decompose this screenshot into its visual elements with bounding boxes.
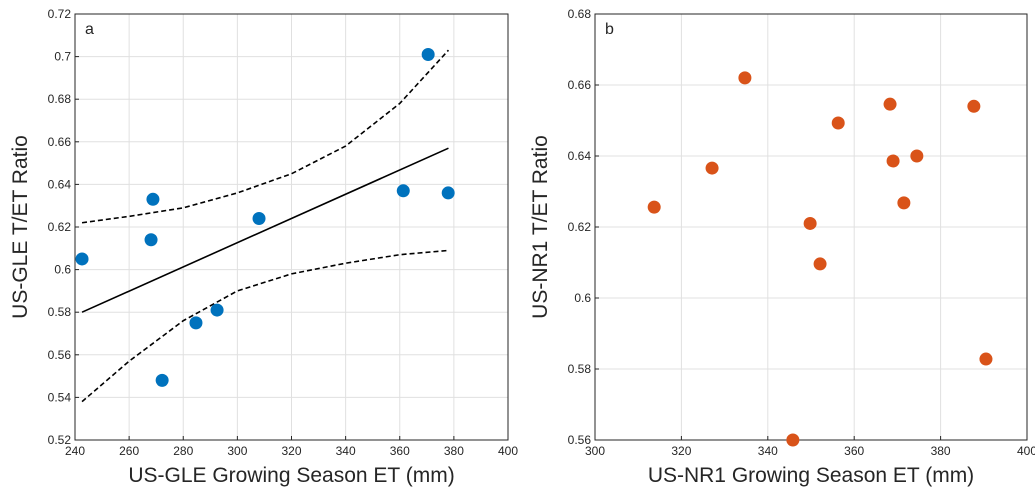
point (705, 161, 719, 175)
x-tick-label: 260 (119, 444, 139, 458)
upper-line (81, 49, 450, 224)
plot-frame (594, 13, 1028, 441)
y-tick-label: 0.66 (568, 78, 592, 92)
point (396, 184, 410, 198)
point (144, 233, 158, 247)
point (786, 433, 800, 447)
point (910, 149, 924, 163)
x-tick-label: 300 (585, 444, 605, 458)
x-tick-label: 240 (65, 444, 85, 458)
x-tick-label: 300 (227, 444, 247, 458)
point (146, 192, 160, 206)
point (189, 316, 203, 330)
point (155, 373, 169, 387)
point (421, 47, 435, 61)
plot-frame (74, 13, 509, 441)
y-axis-label: US-NR1 T/ET Ratio (529, 135, 552, 319)
point (647, 200, 661, 214)
x-tick-label: 340 (758, 444, 778, 458)
y-tick-label: 0.56 (568, 433, 592, 447)
x-tick-label: 360 (844, 444, 864, 458)
point (967, 99, 981, 113)
y-tick-label: 0.7 (54, 50, 71, 64)
point (738, 71, 752, 85)
y-tick-label: 0.72 (48, 7, 72, 21)
y-tick-label: 0.62 (568, 220, 592, 234)
y-tick-label: 0.54 (48, 390, 72, 404)
y-tick-label: 0.6 (54, 263, 71, 277)
y-tick-label: 0.6 (574, 291, 591, 305)
y-axis-label: US-GLE T/ET Ratio (9, 135, 32, 319)
point (210, 303, 224, 317)
y-tick-label: 0.52 (48, 433, 72, 447)
panel-label: b (605, 21, 614, 38)
x-tick-label: 400 (498, 444, 518, 458)
x-tick-label: 380 (444, 444, 464, 458)
point (75, 252, 89, 266)
point (813, 257, 827, 271)
y-tick-label: 0.66 (48, 135, 72, 149)
point (886, 154, 900, 168)
y-tick-label: 0.58 (48, 305, 72, 319)
lower-line (81, 249, 449, 403)
x-tick-label: 400 (1017, 444, 1035, 458)
point (883, 97, 897, 111)
x-tick-label: 280 (173, 444, 193, 458)
y-tick-label: 0.64 (48, 177, 72, 191)
x-axis-label: US-GLE Growing Season ET (mm) (128, 464, 454, 487)
y-tick-label: 0.56 (48, 348, 72, 362)
x-tick-label: 320 (281, 444, 301, 458)
fit-line (81, 147, 449, 313)
point (441, 186, 455, 200)
point (979, 352, 993, 366)
y-tick-label: 0.68 (48, 92, 72, 106)
point (803, 216, 817, 230)
y-tick-label: 0.58 (568, 362, 592, 376)
panel-label: a (85, 21, 94, 38)
point (897, 196, 911, 210)
y-tick-label: 0.68 (568, 7, 592, 21)
x-tick-label: 320 (671, 444, 691, 458)
x-axis-label: US-NR1 Growing Season ET (mm) (648, 464, 974, 487)
y-tick-label: 0.62 (48, 220, 72, 234)
y-tick-label: 0.64 (568, 149, 592, 163)
point (831, 116, 845, 130)
x-tick-label: 380 (931, 444, 951, 458)
point (252, 211, 266, 225)
x-tick-label: 340 (336, 444, 356, 458)
x-tick-label: 360 (390, 444, 410, 458)
